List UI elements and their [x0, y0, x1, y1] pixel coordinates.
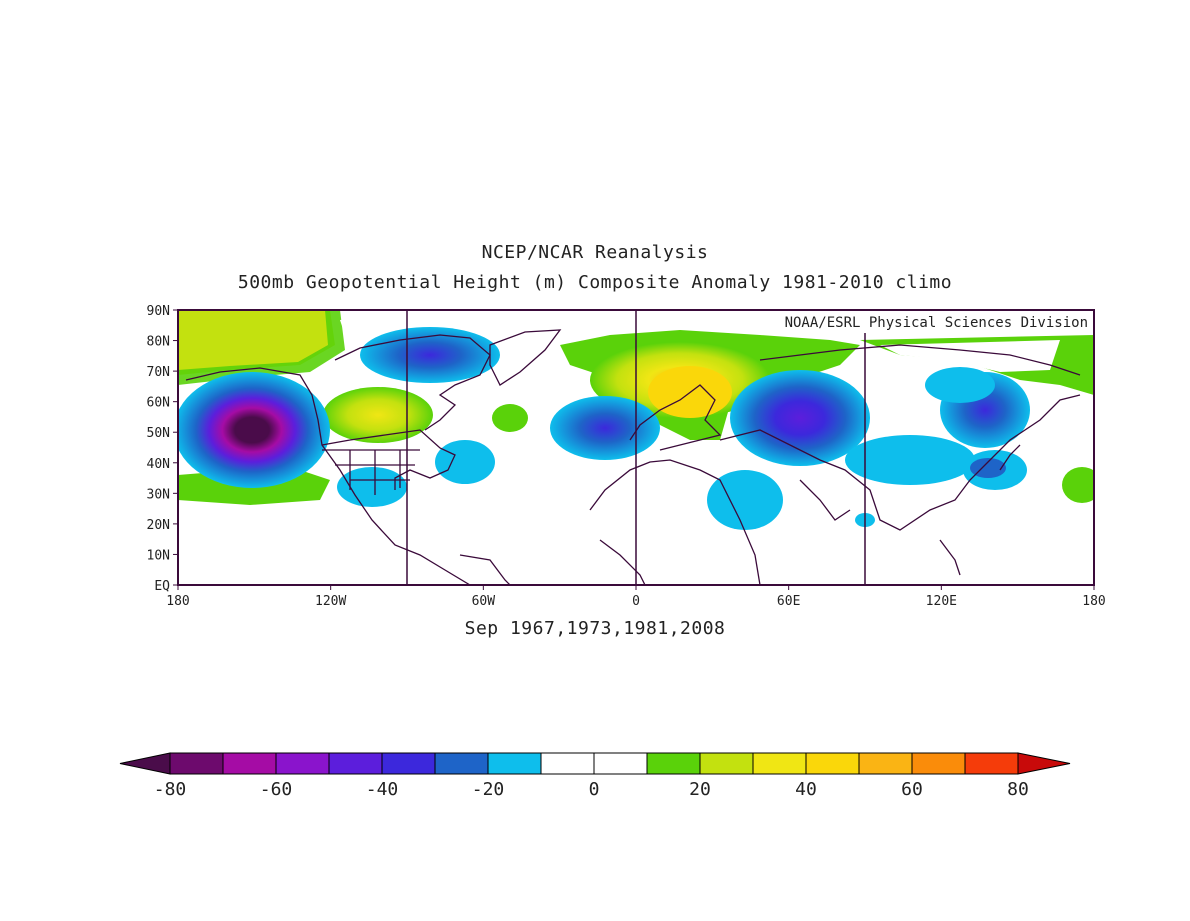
y-tick-label: 90N	[147, 304, 170, 319]
coastline-europe-africa	[589, 384, 761, 585]
y-tick-label: 40N	[147, 457, 170, 472]
y-tick-label: 80N	[147, 335, 170, 350]
anomaly-negative-gulf-of-alaska	[178, 372, 330, 488]
coastlines	[185, 329, 1081, 585]
us-state-borders	[322, 449, 420, 495]
map-caption: Sep 1967,1973,1981,2008	[464, 618, 726, 639]
y-tick-label: 70N	[147, 365, 170, 380]
x-tick-label: 0	[632, 594, 640, 609]
coastline-north-america	[185, 334, 491, 585]
coastline-south-america	[459, 554, 511, 585]
x-tick-label: 180	[1082, 594, 1105, 609]
anomaly-negative-north-atlantic	[550, 396, 660, 460]
x-tick-label: 60E	[777, 594, 800, 609]
y-axis: 90N 80N 70N 60N 50N 40N 30N 20N 10N EQ	[147, 304, 178, 594]
anomaly-positive-canada	[323, 387, 433, 443]
y-tick-label: 30N	[147, 487, 170, 502]
x-tick-label: 180	[166, 594, 189, 609]
coastline-asia	[719, 344, 1081, 576]
x-tick-label: 60W	[472, 594, 496, 609]
credit-box	[734, 311, 1092, 333]
x-tick-label: 120E	[926, 594, 957, 609]
y-tick-label: EQ	[154, 579, 170, 594]
y-tick-label: 20N	[147, 518, 170, 533]
anomaly-field	[178, 310, 1094, 585]
y-tick-label: 10N	[147, 548, 170, 563]
chart-subtitle: 500mb Geopotential Height (m) Composite …	[237, 272, 953, 293]
anomaly-negative-siberia	[730, 370, 870, 466]
x-axis: 180 120W 60W 0 60E 120E 180	[166, 585, 1106, 609]
coastline-japan	[999, 444, 1021, 471]
y-tick-label: 60N	[147, 396, 170, 411]
coastline-greenland	[489, 329, 562, 386]
credit-text: NOAA/ESRL Physical Sciences Division	[785, 315, 1088, 331]
x-tick-label: 120W	[315, 594, 346, 609]
y-tick-label: 50N	[147, 426, 170, 441]
chart-title: NCEP/NCAR Reanalysis	[481, 242, 709, 263]
